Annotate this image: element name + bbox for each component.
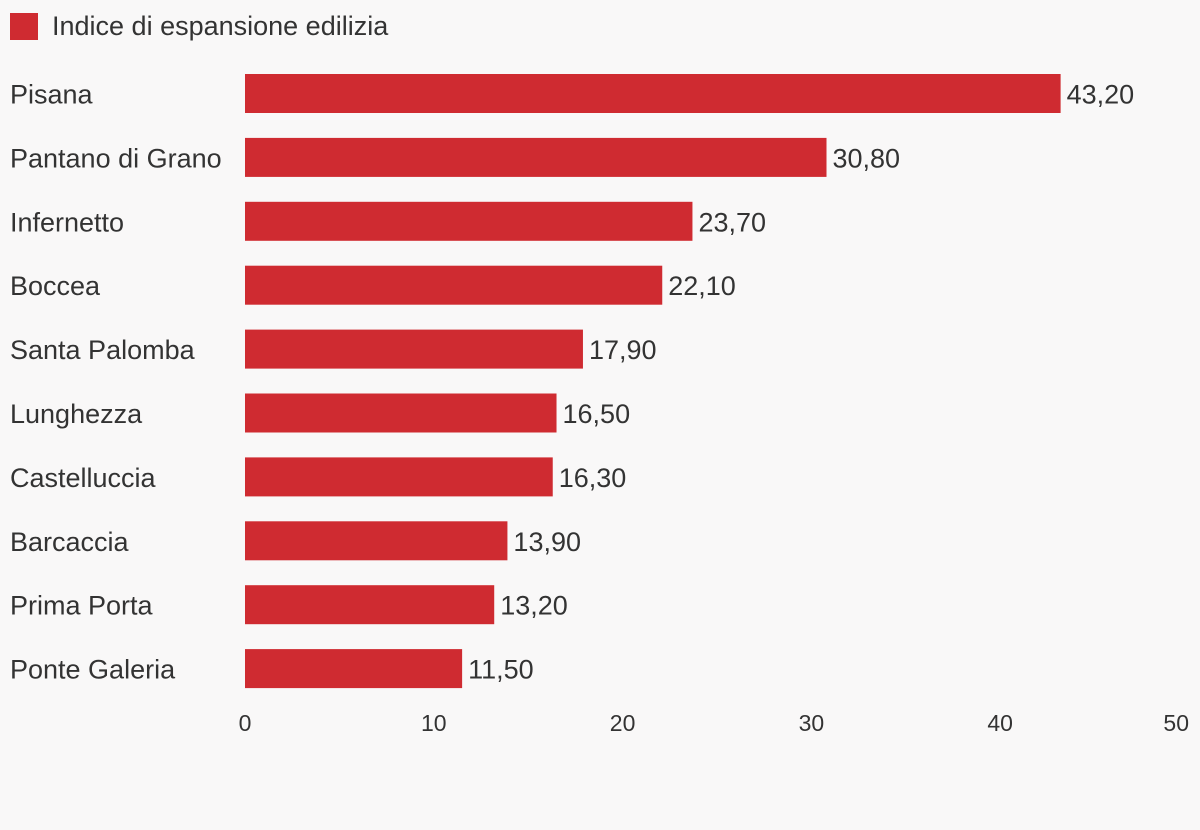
value-label: 17,90 bbox=[589, 335, 657, 365]
category-label: Barcaccia bbox=[10, 527, 130, 557]
category-label: Lunghezza bbox=[10, 399, 143, 429]
x-tick-label: 20 bbox=[610, 710, 636, 736]
category-label: Prima Porta bbox=[10, 591, 154, 621]
bar bbox=[245, 393, 557, 433]
chart-legend: Indice di espansione edilizia bbox=[10, 8, 388, 44]
bar bbox=[245, 329, 583, 369]
value-label: 30,80 bbox=[833, 143, 901, 173]
category-label: Pisana bbox=[10, 80, 94, 110]
category-label: Boccea bbox=[10, 271, 101, 301]
category-label: Pantano di Grano bbox=[10, 143, 222, 173]
value-label: 23,70 bbox=[698, 207, 766, 237]
category-label: Ponte Galeria bbox=[10, 655, 176, 685]
x-tick-label: 10 bbox=[421, 710, 447, 736]
value-label: 22,10 bbox=[668, 271, 736, 301]
bars-layer: Pisana 43,20 Pantano di Grano 30,80 Infernet… bbox=[10, 74, 1135, 689]
x-tick-label: 40 bbox=[987, 710, 1013, 736]
value-label: 13,20 bbox=[500, 591, 568, 621]
bar bbox=[245, 649, 463, 689]
value-label: 16,30 bbox=[559, 463, 627, 493]
bar bbox=[245, 201, 693, 241]
value-label: 16,50 bbox=[563, 399, 631, 429]
bar bbox=[245, 521, 508, 561]
bar bbox=[245, 457, 553, 497]
bar bbox=[245, 74, 1061, 113]
value-label: 11,50 bbox=[468, 655, 534, 685]
x-axis: 0 10 20 30 40 50 bbox=[239, 710, 1189, 736]
category-label: Castelluccia bbox=[10, 463, 157, 493]
value-label: 13,90 bbox=[513, 527, 581, 557]
x-tick-label: 50 bbox=[1163, 710, 1189, 736]
x-tick-label: 30 bbox=[799, 710, 825, 736]
bar bbox=[245, 137, 827, 177]
category-label: Infernetto bbox=[10, 207, 124, 237]
bar bbox=[245, 585, 495, 625]
bar bbox=[245, 265, 663, 305]
legend-swatch bbox=[10, 12, 38, 40]
category-label: Santa Palomba bbox=[10, 335, 196, 365]
legend-label: Indice di espansione edilizia bbox=[52, 10, 389, 41]
value-label: 43,20 bbox=[1067, 80, 1135, 110]
x-tick-label: 0 bbox=[239, 710, 252, 736]
